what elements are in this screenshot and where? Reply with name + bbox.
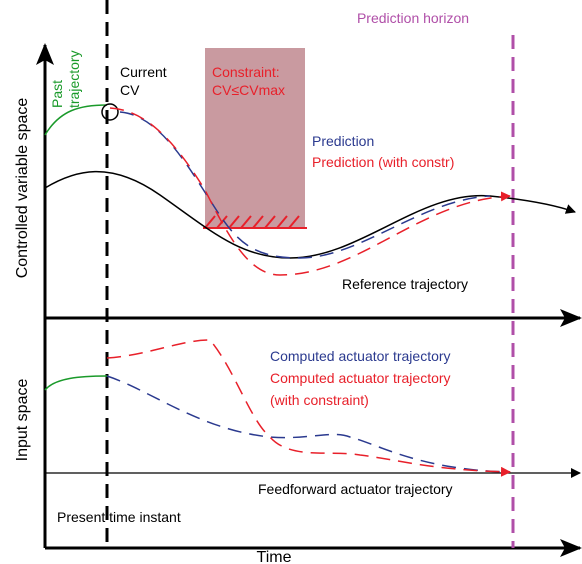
current-cv-marker [101,103,119,121]
reference-label: Reference trajectory [342,276,468,292]
past-input-curve [44,375,108,391]
actuator-constr-curve [106,339,511,477]
prediction-curve [119,111,491,259]
constraint-label: Constraint: CV≤CVmax [212,64,285,98]
prediction-constr-label: Prediction (with constr) [312,154,454,170]
actuator-label: Computed actuator trajectory [270,348,451,364]
prediction-label: Prediction [312,133,374,149]
x-axis-label: Time [257,549,292,564]
lower-axis-label: Input space [14,379,31,462]
axes [36,43,582,557]
past-label: Past trajectory [49,50,82,108]
present-time-label: Present time instant [57,509,181,525]
actuator-constr-label: Computed actuator trajectory (with const… [270,370,454,408]
constraint-box [205,48,305,228]
constraint-hatch [203,215,307,229]
horizon-label: Prediction horizon [357,10,469,26]
upper-axis-label: Controlled variable space [14,98,31,279]
actuator-curve [106,375,511,473]
prediction-constr-curve [109,107,511,276]
feedforward-label: Feedforward actuator trajectory [258,481,453,497]
reference-curve [44,170,576,259]
past-curve [44,104,108,136]
current-cv-label: Current CV [120,64,171,98]
